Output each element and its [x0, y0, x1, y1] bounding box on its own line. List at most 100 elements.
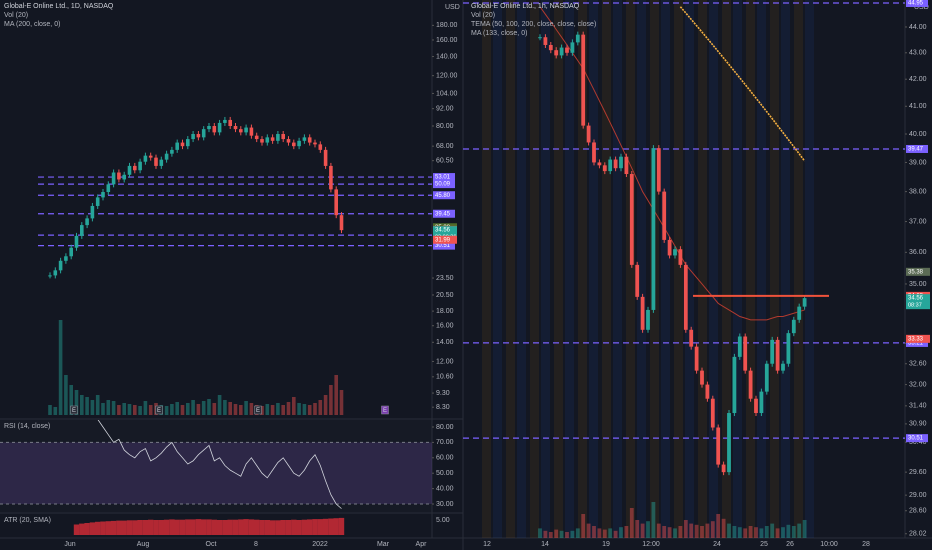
volume-bar [217, 395, 222, 415]
volume-bar [138, 406, 142, 415]
volume-bar [592, 526, 596, 538]
volume-bar [191, 400, 195, 415]
volume-bar [270, 405, 275, 415]
candle [651, 148, 656, 310]
candle [635, 264, 640, 297]
volume-bar [297, 403, 301, 415]
right-indicator: MA (133, close, 0) [471, 30, 527, 37]
candle [191, 134, 195, 140]
atr-bar [148, 519, 154, 535]
level-tag-label: 33.21 [908, 340, 924, 346]
volume-bar [597, 528, 602, 538]
level-tag-label: 39.45 [435, 211, 451, 217]
atr-bar [142, 520, 149, 535]
event-marker[interactable] [381, 405, 389, 415]
candle [554, 50, 559, 56]
level-tag-label: 45.80 [435, 193, 451, 199]
volume-bar [586, 523, 591, 538]
volume-bar [260, 406, 264, 415]
price-tag-label: 35.38 [908, 269, 924, 275]
left-chart [38, 116, 432, 415]
volume-bar [318, 400, 323, 415]
session-stripe [506, 0, 515, 538]
x-tick-label: 24 [713, 541, 721, 548]
volume-bar [281, 405, 285, 415]
atr-title: ATR (20, SMA) [4, 517, 51, 524]
atr-bar [307, 519, 313, 535]
candle [143, 155, 148, 162]
candle [186, 139, 190, 147]
level-tag [433, 191, 455, 200]
volume-bar [64, 375, 68, 415]
volume-bar [58, 320, 63, 415]
y-tick-label: 9.30 [436, 390, 450, 397]
candle [764, 363, 769, 392]
atr-bar [169, 519, 175, 535]
atr-bar [137, 520, 143, 535]
level-tag [906, 0, 928, 7]
volume-bar [802, 520, 807, 538]
candle [673, 249, 677, 256]
volume-bar [69, 385, 73, 415]
event-marker[interactable] [155, 405, 163, 415]
atr-bar [280, 520, 286, 535]
volume-bar [673, 528, 677, 538]
y-tick-label: 92.00 [436, 105, 454, 112]
candle [148, 155, 153, 158]
atr-bar [84, 523, 90, 535]
candle [170, 149, 174, 154]
event-marker[interactable] [254, 405, 262, 415]
candle [613, 159, 618, 169]
left-indicator: Vol (20) [4, 12, 28, 19]
candle [592, 142, 596, 163]
price-tag-label: 31.99 [435, 237, 451, 243]
candle [286, 139, 291, 143]
session-stripe [770, 0, 779, 538]
session-stripe [698, 0, 707, 538]
x-tick-label: 19 [602, 541, 610, 548]
atr-bar [121, 520, 127, 535]
session-stripe [794, 0, 803, 538]
volume-bar [651, 502, 656, 538]
volume-bar [619, 527, 623, 538]
session-stripe [482, 0, 491, 538]
y-tick-label: 32.60 [909, 361, 927, 368]
atr-bar [132, 520, 138, 535]
volume-bar [538, 528, 542, 538]
y-tick-label: 32.00 [909, 381, 927, 388]
volume-bar [122, 403, 126, 415]
atr-bar [105, 521, 111, 535]
left-currency: USD [445, 4, 460, 11]
y-tick-label: 23.50 [436, 275, 454, 282]
candle [683, 264, 688, 330]
candle [565, 47, 569, 53]
volume-bar [313, 403, 317, 415]
y-tick-label: 160.00 [436, 37, 458, 44]
event-label: E [383, 408, 387, 414]
event-label: E [72, 408, 76, 414]
y-tick-label: 104.00 [436, 90, 458, 97]
event-marker[interactable] [70, 405, 78, 415]
candle [122, 174, 126, 180]
candle [265, 137, 270, 143]
candle [602, 165, 607, 172]
x-tick-label: 10:00 [820, 541, 838, 548]
volume-bar [710, 521, 715, 538]
candle [538, 37, 542, 39]
y-tick-label: 42.00 [909, 76, 927, 83]
price-tag-label: 33.33 [908, 336, 924, 342]
volume-bar [148, 405, 153, 415]
volume-bar [797, 523, 802, 538]
candle [69, 247, 73, 257]
y-tick-label: 43.00 [909, 50, 927, 57]
y-tick-label: 36.00 [909, 249, 927, 256]
volume-bar [175, 402, 179, 415]
atr-bar [201, 519, 207, 535]
price-tag-countdown: 08:37 [908, 303, 922, 309]
atr-bar [116, 520, 122, 535]
price-tag [906, 294, 930, 310]
y-tick-label: 68.00 [436, 143, 454, 150]
x-tick-label: 2022 [312, 541, 328, 548]
volume-bar [302, 404, 307, 415]
rsi-title: RSI (14, close) [4, 423, 50, 430]
